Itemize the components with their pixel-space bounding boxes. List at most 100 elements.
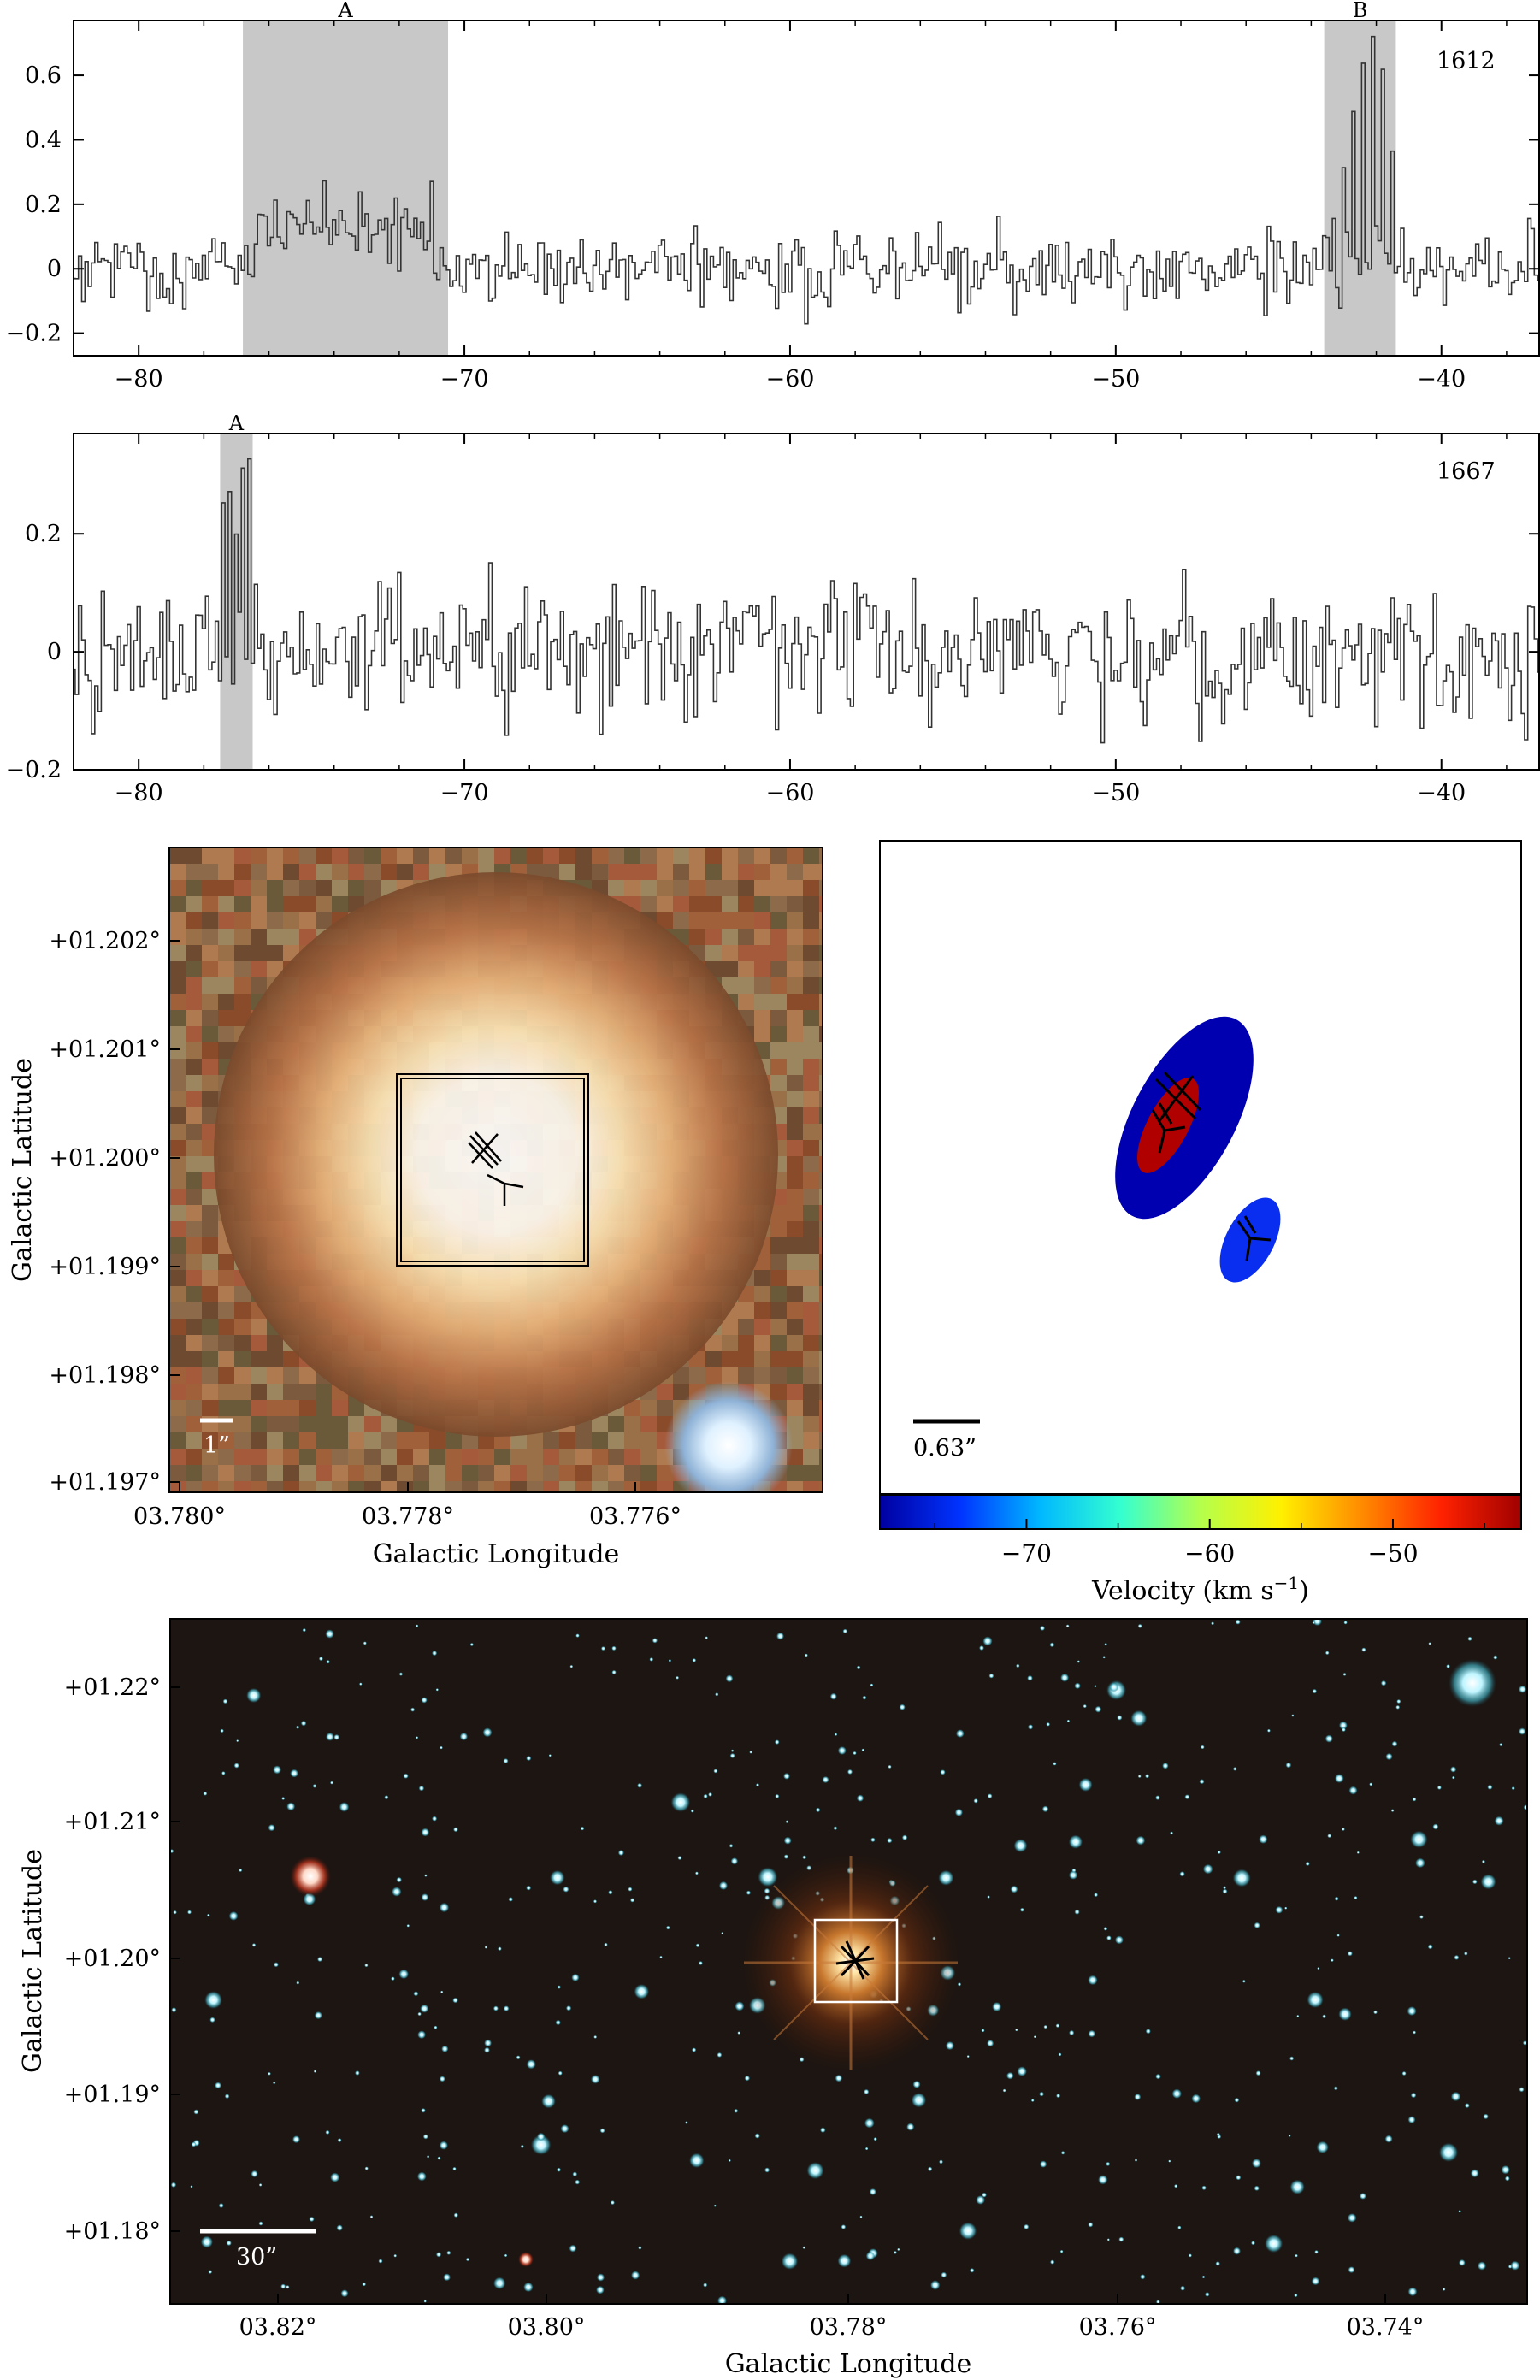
zoom-pixel [299, 1384, 316, 1401]
wide-field-star [1464, 2103, 1470, 2109]
wide-field-star [815, 1807, 821, 1813]
zoom-pixel [754, 961, 771, 978]
zoom-pixel [738, 1319, 755, 1336]
wide-field-star [1058, 2052, 1062, 2057]
wide-field-star [869, 2188, 876, 2196]
wide-field-star [703, 2283, 708, 2288]
wide-field-star [1223, 1886, 1227, 1890]
x-tick-label: 03.778° [362, 1503, 454, 1530]
wide-field-star [617, 1849, 625, 1857]
zoom-pixel [169, 994, 186, 1011]
wide-field-star [611, 1669, 617, 1675]
wide-field-star [569, 2244, 577, 2253]
zoom-pixel [494, 1449, 511, 1466]
wide-field-star [1106, 2161, 1111, 2166]
wide-field-star [440, 1990, 444, 1993]
zoom-pixel [803, 1270, 820, 1287]
zoom-pixel [819, 1124, 823, 1141]
zoom-pixel [299, 864, 316, 881]
zoom-pixel [640, 880, 658, 897]
y-tick-label: +01.197° [49, 1469, 161, 1496]
wide-field-star [273, 1962, 279, 1968]
wide-field-star [634, 1983, 650, 1999]
zoom-pixel [624, 1449, 641, 1466]
zoom-pixel [348, 1449, 365, 1466]
wide-field-star [1068, 1870, 1078, 1880]
wide-field-star [1235, 1619, 1241, 1625]
zoom-pixel [169, 1107, 186, 1125]
zoom-pixel [186, 1254, 203, 1271]
y-tick-label: 0 [47, 256, 62, 282]
zoom-pixel [787, 1010, 804, 1027]
zoom-pixel [348, 1416, 365, 1433]
zoom-pixel [722, 864, 739, 881]
zoom-pixel [527, 847, 544, 865]
zoom-pixel [169, 896, 186, 913]
zoom-pixel [218, 1465, 235, 1482]
wide-field-star [1294, 2293, 1298, 2298]
zoom-pixel [722, 880, 739, 897]
wide-field-star [281, 1797, 286, 1800]
zoom-pixel [754, 994, 771, 1011]
wide-field-star [1078, 1777, 1093, 1792]
wide-field-star [1499, 1743, 1503, 1747]
zoom-pixel [722, 929, 739, 946]
wide-field-star [548, 1754, 552, 1757]
zoom-pixel [234, 912, 251, 930]
zoom-pixel [251, 977, 268, 995]
zoom-pixel [348, 864, 365, 881]
zoom-pixel [770, 912, 788, 930]
zoom-pixel [299, 1416, 316, 1433]
wide-field-star [1390, 1809, 1395, 1813]
wide-field-star [728, 2159, 731, 2162]
zoom-pixel [381, 1449, 398, 1466]
zoom-pixel [462, 847, 479, 865]
zoom-pixel [397, 1465, 414, 1482]
zoom-pixel [316, 1400, 333, 1417]
wide-field-star [986, 2040, 994, 2047]
zoom-pixel [754, 1319, 771, 1336]
wide-field-star [1347, 1951, 1353, 1957]
zoom-bright-star [664, 1381, 793, 1492]
zoom-pixel [413, 1465, 430, 1482]
wide-field-star [987, 1793, 993, 1799]
zoom-pixel [267, 1384, 284, 1401]
zoom-pixel [819, 912, 823, 930]
zoom-pixel [770, 929, 788, 946]
wide-field-star [1059, 2249, 1064, 2253]
wide-field-star [861, 1748, 865, 1752]
zoom-pixel [819, 1319, 823, 1336]
zoom-pixel [770, 1026, 788, 1043]
wide-field-star [272, 2081, 276, 2085]
wide-field-star [873, 2137, 877, 2141]
zoom-pixel [202, 880, 219, 897]
wide-field-star [695, 1943, 700, 1948]
zoom-pixel [673, 847, 690, 865]
spectrum-1667-series [74, 458, 1539, 744]
wide-field-star [200, 2235, 214, 2248]
zoom-pixel [640, 847, 658, 865]
wide-field-star [556, 2167, 562, 2172]
wide-field-star [1083, 1704, 1087, 1709]
zoom-pixel [169, 1059, 186, 1076]
zoom-pixel [234, 945, 251, 962]
zoom-pixel [803, 1302, 820, 1320]
wide-field-star [1255, 2070, 1261, 2076]
zoom-pixel [364, 880, 381, 897]
wide-field-star [267, 2071, 271, 2076]
zoom-pixel [413, 1432, 430, 1450]
zoom-pixel [770, 1384, 788, 1401]
zoom-pixel [251, 896, 268, 913]
x-tick-label: −40 [1417, 780, 1466, 806]
zoom-pixel [770, 1319, 788, 1336]
zoom-pixel [803, 1335, 820, 1352]
x-tick-label: −70 [440, 366, 489, 393]
wide-field-star [1177, 2225, 1182, 2229]
zoom-pixel [267, 847, 284, 865]
wide-field-star [629, 1898, 635, 1903]
wide-field-star [340, 2289, 349, 2298]
zoom-pixel [803, 1286, 820, 1303]
zoom-pixel [787, 1221, 804, 1238]
zoom-pixel [202, 1189, 219, 1206]
wide-field-star [1380, 1680, 1387, 1686]
